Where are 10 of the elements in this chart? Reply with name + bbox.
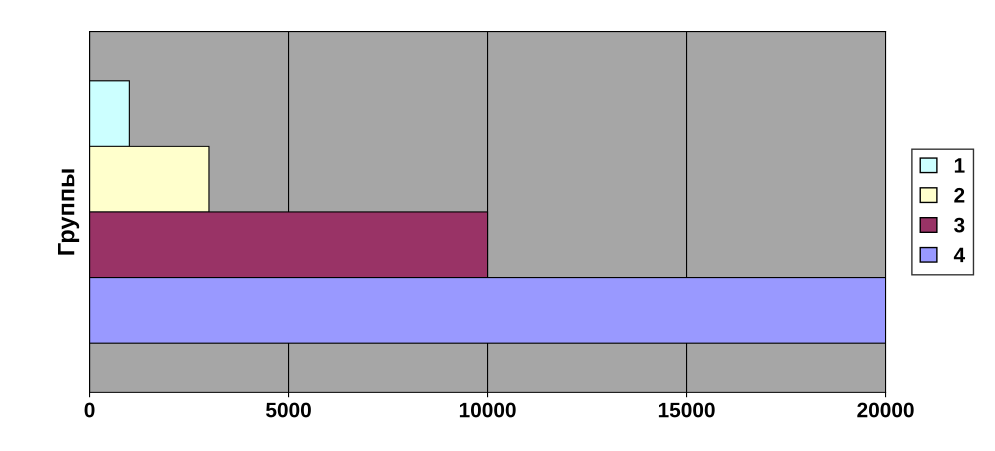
legend-label: 3 xyxy=(954,218,964,233)
x-tick-label: 10000 xyxy=(460,402,516,418)
x-tick-label: 20000 xyxy=(857,402,914,418)
x-tick-label: 5000 xyxy=(266,402,311,418)
x-tick-label: 15000 xyxy=(658,402,715,418)
legend-label: 1 xyxy=(954,158,965,173)
x-tick-label: 0 xyxy=(84,402,94,418)
legend-label: 2 xyxy=(954,188,964,202)
y-axis-title: Группы xyxy=(58,169,80,255)
legend-label: 4 xyxy=(954,248,966,262)
